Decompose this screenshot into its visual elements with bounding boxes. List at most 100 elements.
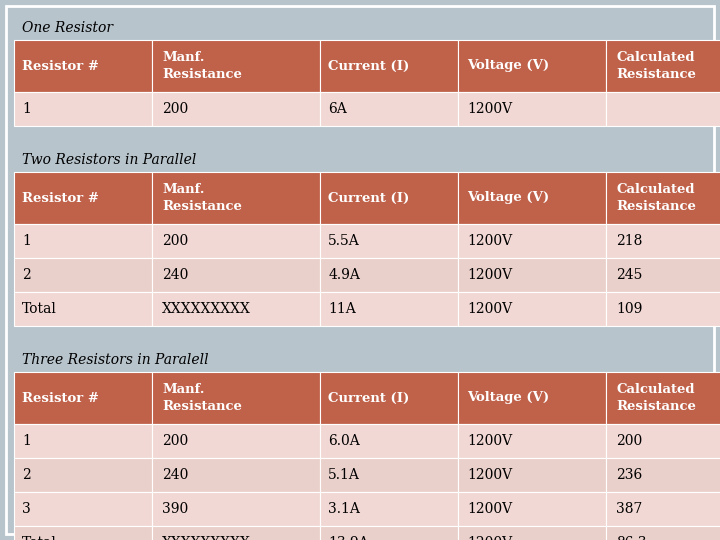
Bar (14, 492, 152, 526)
Bar (320, 492, 458, 526)
Bar (152, 424, 320, 458)
Text: 1200V: 1200V (467, 502, 512, 516)
Bar (152, 40, 320, 92)
Bar (606, 526, 720, 540)
Bar (152, 224, 320, 258)
Text: 109: 109 (616, 302, 642, 316)
Bar (152, 492, 320, 526)
Text: 200: 200 (616, 434, 642, 448)
Bar (14, 92, 152, 126)
Text: 13.9A: 13.9A (328, 536, 369, 540)
Bar (14, 372, 152, 424)
Text: 200: 200 (162, 234, 189, 248)
Text: Voltage (V): Voltage (V) (467, 192, 549, 205)
Text: Current (I): Current (I) (328, 392, 410, 404)
Bar (14, 458, 152, 492)
Text: 1200V: 1200V (467, 468, 512, 482)
Bar (152, 258, 320, 292)
Text: 200: 200 (162, 434, 189, 448)
Text: 5.1A: 5.1A (328, 468, 360, 482)
Text: 2: 2 (22, 468, 31, 482)
Bar (14, 224, 152, 258)
Bar (152, 372, 320, 424)
Bar (320, 92, 458, 126)
Text: 3.1A: 3.1A (328, 502, 360, 516)
Text: 236: 236 (616, 468, 642, 482)
Text: Current (I): Current (I) (328, 192, 410, 205)
Text: 2: 2 (22, 268, 31, 282)
Text: 1200V: 1200V (467, 536, 512, 540)
Text: Two Resistors in Parallel: Two Resistors in Parallel (22, 153, 197, 167)
Text: Manf.
Resistance: Manf. Resistance (162, 183, 242, 213)
Bar (152, 172, 320, 224)
Bar (320, 458, 458, 492)
Text: XXXXXXXXX: XXXXXXXXX (162, 302, 251, 316)
Bar (458, 224, 606, 258)
Text: XXXXXXXXX: XXXXXXXXX (162, 536, 251, 540)
Bar (320, 424, 458, 458)
Text: 1200V: 1200V (467, 268, 512, 282)
Bar (458, 458, 606, 492)
Text: 1200V: 1200V (467, 234, 512, 248)
Text: 218: 218 (616, 234, 642, 248)
Text: Calculated
Resistance: Calculated Resistance (616, 383, 696, 413)
Text: 6A: 6A (328, 102, 347, 116)
Bar (606, 40, 720, 92)
Bar (320, 526, 458, 540)
Text: 1: 1 (22, 434, 31, 448)
Bar (14, 172, 152, 224)
Bar (458, 92, 606, 126)
Text: Three Resistors in Paralell: Three Resistors in Paralell (22, 353, 209, 367)
Text: 390: 390 (162, 502, 189, 516)
Bar (606, 258, 720, 292)
Bar (458, 492, 606, 526)
Bar (320, 172, 458, 224)
Text: 387: 387 (616, 502, 642, 516)
Text: 245: 245 (616, 268, 642, 282)
Text: Manf.
Resistance: Manf. Resistance (162, 51, 242, 81)
Bar (320, 372, 458, 424)
Text: Manf.
Resistance: Manf. Resistance (162, 383, 242, 413)
Text: 1200V: 1200V (467, 434, 512, 448)
Text: 11A: 11A (328, 302, 356, 316)
Bar (458, 292, 606, 326)
Text: Resistor #: Resistor # (22, 192, 99, 205)
Bar (14, 40, 152, 92)
Text: 240: 240 (162, 468, 189, 482)
Text: One Resistor: One Resistor (22, 21, 113, 35)
Text: Voltage (V): Voltage (V) (467, 59, 549, 72)
Text: Resistor #: Resistor # (22, 59, 99, 72)
Bar (320, 224, 458, 258)
Bar (458, 40, 606, 92)
Bar (320, 40, 458, 92)
Bar (458, 526, 606, 540)
Text: 4.9A: 4.9A (328, 268, 360, 282)
Text: Calculated
Resistance: Calculated Resistance (616, 183, 696, 213)
Bar (458, 258, 606, 292)
Bar (14, 424, 152, 458)
Bar (458, 372, 606, 424)
Text: 1: 1 (22, 102, 31, 116)
Text: Voltage (V): Voltage (V) (467, 392, 549, 404)
Text: Resistor #: Resistor # (22, 392, 99, 404)
Bar (152, 526, 320, 540)
Text: 240: 240 (162, 268, 189, 282)
Text: Calculated
Resistance: Calculated Resistance (616, 51, 696, 81)
Bar (606, 292, 720, 326)
Bar (606, 224, 720, 258)
Bar (320, 258, 458, 292)
Text: 86.3: 86.3 (616, 536, 647, 540)
Bar (606, 92, 720, 126)
Bar (14, 526, 152, 540)
Bar (606, 492, 720, 526)
Bar (606, 424, 720, 458)
Bar (14, 258, 152, 292)
Bar (152, 458, 320, 492)
Bar (606, 172, 720, 224)
Bar (152, 92, 320, 126)
Text: 6.0A: 6.0A (328, 434, 360, 448)
Bar (152, 292, 320, 326)
Text: 5.5A: 5.5A (328, 234, 360, 248)
Text: Total: Total (22, 536, 57, 540)
Text: 1200V: 1200V (467, 102, 512, 116)
